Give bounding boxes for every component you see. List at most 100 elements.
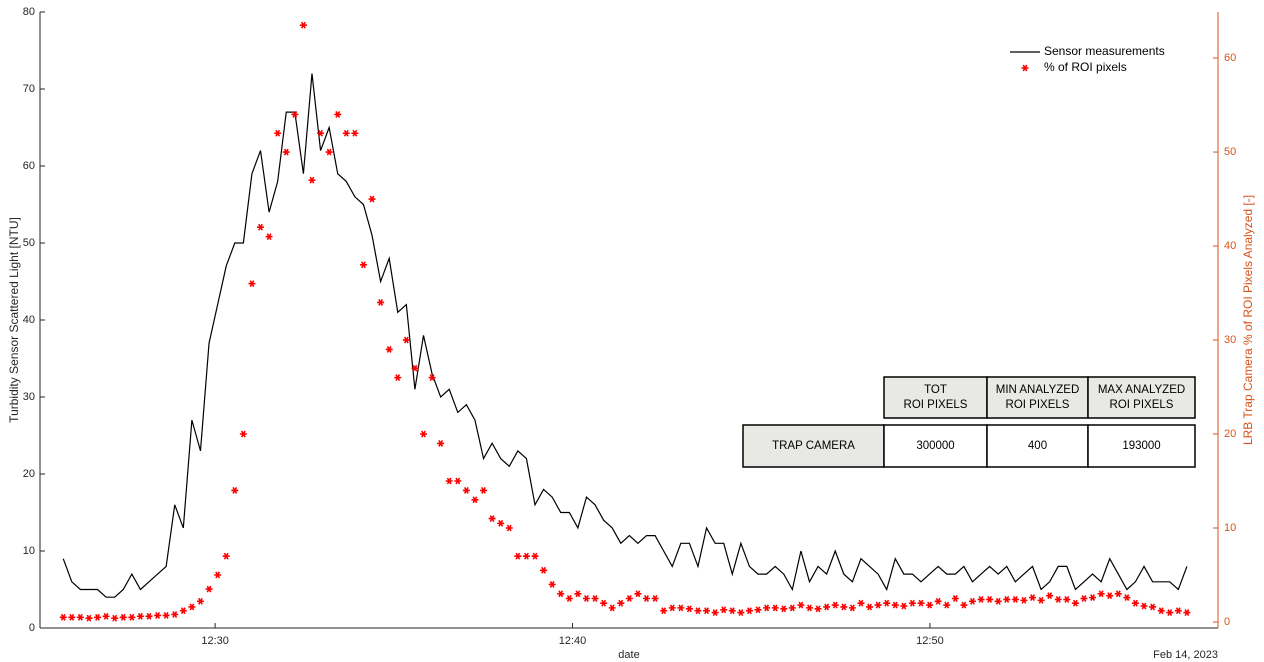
data-point (1054, 595, 1062, 603)
data-point (179, 607, 187, 615)
data-point (600, 599, 608, 607)
data-point (874, 601, 882, 609)
data-point (282, 148, 290, 156)
data-point (634, 590, 642, 598)
table-row-label: TRAP CAMERA (772, 440, 855, 452)
data-point (368, 195, 376, 203)
data-point (1123, 594, 1131, 601)
data-point (677, 604, 685, 612)
data-point (128, 613, 136, 621)
data-point (462, 486, 470, 494)
data-point (428, 374, 436, 382)
data-point (522, 552, 530, 560)
data-point (814, 605, 822, 613)
legend-label: % of ROI pixels (1044, 60, 1127, 74)
y-tick-label: 70 (23, 83, 35, 95)
data-point (454, 477, 462, 485)
data-point (617, 599, 625, 607)
data-point (196, 597, 204, 605)
data-point (805, 604, 813, 612)
table-cell-text: 400 (1028, 440, 1047, 452)
data-point (1046, 592, 1054, 600)
x-axis-label: date (618, 649, 639, 661)
data-point (582, 595, 590, 602)
data-point (763, 604, 771, 612)
table-header-cell (986, 376, 1089, 419)
data-point (994, 597, 1002, 605)
data-point (951, 595, 959, 602)
y-tick-label: 30 (23, 391, 35, 403)
data-point (377, 298, 385, 306)
data-point (866, 603, 874, 611)
data-point (908, 599, 916, 607)
data-point (668, 604, 676, 612)
data-point (299, 21, 307, 29)
data-point (488, 515, 496, 523)
data-point (1071, 599, 1079, 607)
data-point (145, 612, 153, 620)
data-point (1003, 595, 1011, 603)
data-point (239, 430, 247, 438)
y-tick-label: 0 (29, 622, 35, 634)
data-point (625, 595, 633, 602)
y2-tick-label: 0 (1224, 616, 1230, 628)
data-point (102, 612, 110, 620)
data-point (1011, 595, 1019, 603)
data-point (359, 261, 367, 269)
data-point (1020, 596, 1028, 604)
data-point (411, 364, 419, 372)
data-point (557, 590, 565, 598)
data-point (548, 580, 556, 588)
table-header-text: ROI PIXELS (904, 399, 968, 411)
data-point (943, 601, 951, 609)
data-point (111, 614, 119, 622)
data-point (265, 233, 273, 241)
data-point (591, 595, 599, 602)
table-header-text: MAX ANALYZED (1098, 384, 1185, 396)
data-point (68, 613, 76, 621)
data-point (737, 609, 745, 617)
data-point (900, 602, 908, 610)
data-point (119, 613, 127, 621)
data-point (1080, 595, 1088, 602)
data-point (643, 595, 651, 602)
y2-axis-label: LRB Trap Camera % of ROI Pixels Analyzed… (1241, 195, 1255, 445)
y2-tick-label: 20 (1224, 428, 1236, 440)
data-point (831, 601, 839, 609)
data-point (788, 604, 796, 612)
data-point (745, 607, 753, 615)
data-point (188, 603, 196, 611)
data-point (317, 129, 325, 137)
data-point (94, 613, 102, 621)
y-tick-label: 20 (23, 468, 35, 480)
y2-tick-label: 30 (1224, 334, 1236, 346)
data-point (480, 486, 488, 494)
table-header-text: ROI PIXELS (1110, 399, 1174, 411)
data-point (222, 552, 230, 560)
data-point (59, 613, 67, 621)
data-point (1149, 603, 1157, 611)
table-header-cell (1087, 376, 1196, 419)
data-point (840, 603, 848, 611)
data-point (419, 430, 427, 438)
table-header-text: MIN ANALYZED (996, 384, 1080, 396)
data-point (823, 603, 831, 611)
data-point (471, 496, 479, 504)
data-point (445, 477, 453, 485)
data-point (231, 486, 239, 494)
data-point (694, 607, 702, 615)
legend-marker (1021, 64, 1029, 72)
data-point (934, 597, 942, 605)
y2-tick-label: 60 (1224, 52, 1236, 64)
data-point (136, 612, 144, 620)
data-line (62, 73, 1188, 598)
data-point (385, 345, 393, 353)
data-point (154, 611, 162, 619)
data-point (1131, 599, 1139, 607)
table-cell-text: 300000 (916, 440, 954, 452)
data-point (574, 590, 582, 598)
data-point (926, 601, 934, 609)
data-point (1140, 602, 1148, 610)
table-header-cell (883, 376, 988, 419)
